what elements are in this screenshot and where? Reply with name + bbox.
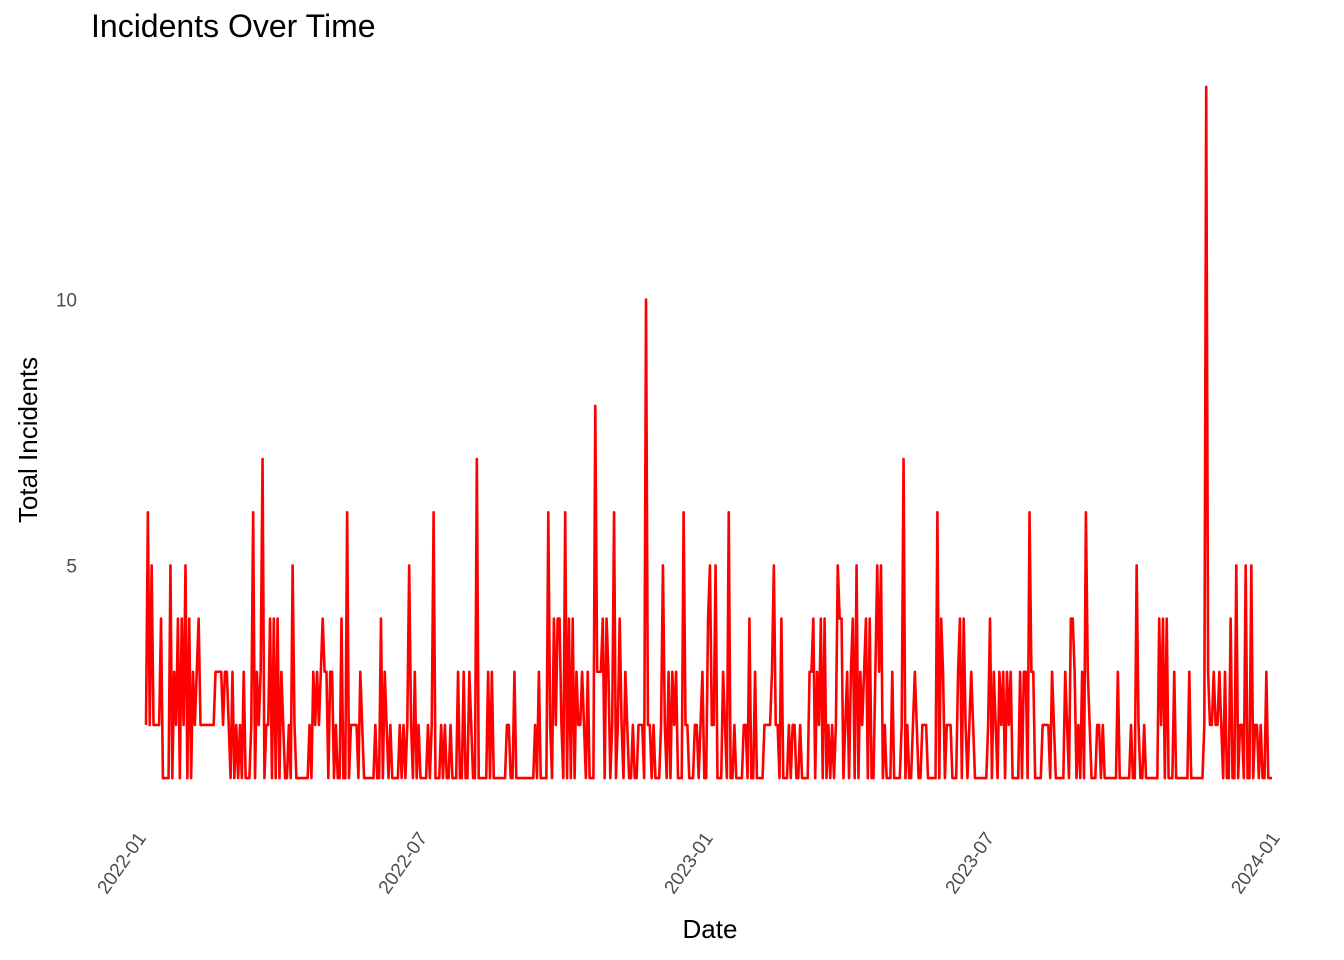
x-tick-label: 2023-01 — [661, 829, 718, 898]
y-axis-ticks: 5 10 — [56, 291, 77, 578]
series-line — [144, 85, 1272, 780]
x-tick-label: 2022-01 — [94, 829, 151, 898]
x-tick-label: 2024-01 — [1227, 829, 1284, 898]
x-tick-label: 2022-07 — [375, 829, 432, 898]
x-axis-ticks: 2022-01 2022-07 2023-01 2023-07 2024-01 — [94, 829, 1285, 898]
x-tick-label: 2023-07 — [942, 829, 999, 898]
y-tick-label: 10 — [56, 291, 77, 312]
chart-title: Incidents Over Time — [91, 8, 376, 44]
x-axis-label: Date — [683, 914, 738, 944]
y-axis-label: Total Incidents — [13, 357, 43, 523]
y-tick-label: 5 — [66, 556, 77, 577]
